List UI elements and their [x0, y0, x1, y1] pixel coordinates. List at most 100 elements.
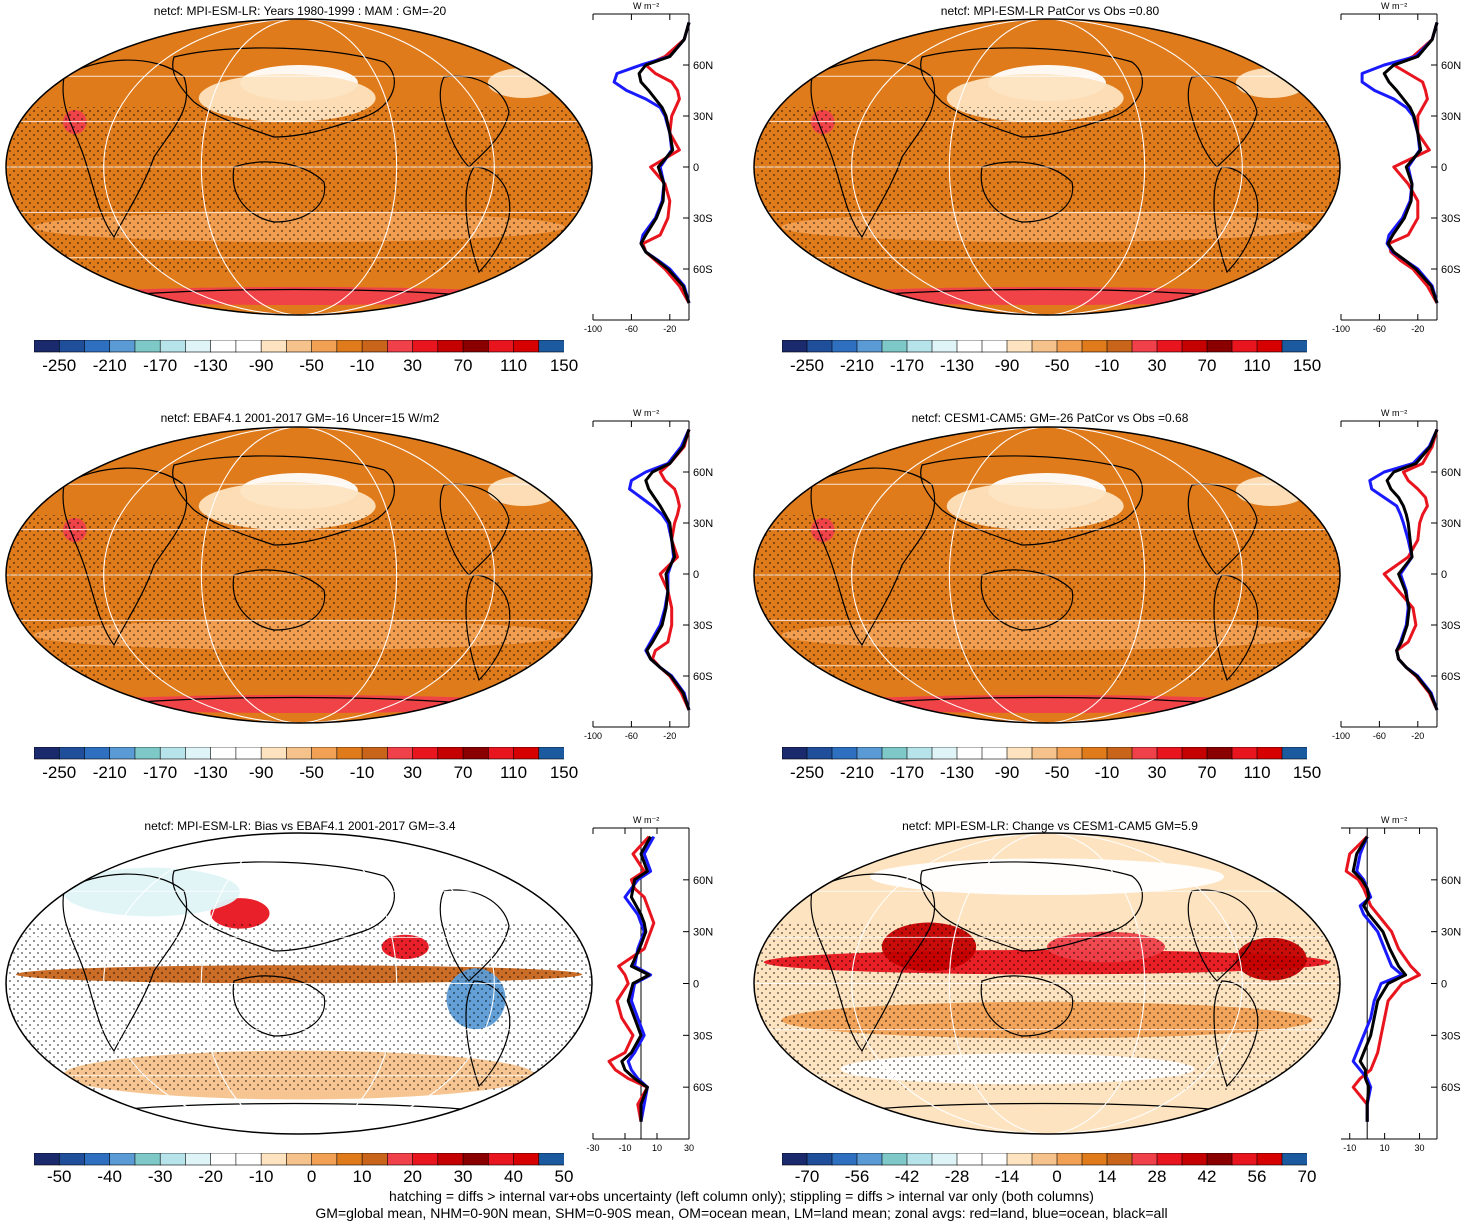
zonal-plot-5: W m⁻² -30 -10 10 30 60N 30N 0 30S 60S [586, 815, 713, 1153]
colorbar-label: 56 [1247, 1167, 1267, 1186]
colorbar-swatch [856, 340, 883, 353]
longitude-line [200, 427, 398, 723]
colorbar-swatch [1181, 747, 1208, 760]
zonal-series-land [607, 835, 656, 1122]
colorbar-swatch [361, 340, 389, 353]
colorbar-label: 0 [1052, 1167, 1062, 1186]
longitude-line [851, 833, 1243, 1134]
zonal-lat-label: 60N [1441, 875, 1461, 887]
zonal-lat-label: 60S [1441, 1082, 1461, 1094]
colorbar-label: 150 [1292, 763, 1322, 782]
colorbar-swatch [906, 1153, 933, 1166]
colorbar-label: 110 [1243, 763, 1271, 782]
longitude-line [103, 427, 495, 723]
colorbar-swatch [159, 1153, 187, 1166]
continent-outline [439, 889, 510, 982]
graticule [754, 19, 1340, 315]
zonal-plot-3: W m⁻² -100 -60 -20 60N 30N 0 30S 60S [584, 408, 713, 741]
colorbar-swatch [311, 1153, 338, 1166]
zonal-lat-label: 60N [1441, 467, 1461, 479]
colorbar-swatch [387, 340, 414, 353]
zonal-series-all [1385, 428, 1439, 711]
colorbar-label: 14 [1097, 1167, 1117, 1186]
stippling [754, 107, 1340, 272]
colorbar-label: -10 [248, 1167, 274, 1186]
colorbar-swatch [159, 340, 187, 353]
colorbar-label: -210 [92, 356, 127, 375]
colorbar-swatch [260, 1153, 288, 1166]
colorbar-label: -130 [939, 356, 975, 375]
colorbar-label: -210 [92, 763, 127, 782]
continent-outline [232, 161, 326, 223]
continent-outline [232, 975, 326, 1037]
colorbar-swatch [806, 1153, 833, 1166]
zonal-lat-label: 0 [1441, 979, 1447, 991]
map-title: netcf: EBAF4.1 2001-2017 GM=-16 Uncer=15… [160, 411, 440, 425]
colorbar-5 [34, 1153, 564, 1166]
zonal-unit: W m⁻² [1381, 815, 1407, 825]
colorbar-label: -170 [889, 763, 925, 782]
zonal-series-all [644, 429, 691, 711]
red-patch [210, 898, 270, 929]
continent-outline [810, 873, 936, 1053]
colorbar-label: 150 [549, 356, 579, 375]
zonal-series-land [1387, 22, 1439, 304]
zonal-lat-label: 60S [693, 264, 713, 276]
footer-note-2: GM=global mean, NHM=0-90N mean, SHM=0-90… [315, 1205, 1168, 1221]
zonal-x-tick-label: -20 [1411, 324, 1424, 334]
continent-outline [1187, 75, 1258, 168]
colorbar-swatch [831, 340, 858, 353]
colorbar-swatch [185, 1153, 212, 1166]
colorbar-label: -90 [248, 763, 274, 782]
colorbar-labels-2: -250 -210 -170 -130 -90 -50 -10 30 70 110 150 [782, 356, 1321, 378]
map-panel-4 [753, 426, 1341, 724]
colorbar-swatch [109, 747, 136, 760]
zonal-lat-label: 30N [1441, 927, 1461, 939]
continent-outline [810, 467, 936, 647]
zonal-x-tick-label: -20 [663, 731, 676, 741]
colorbar-swatch [1031, 1153, 1058, 1166]
colorbar-label: -14 [994, 1167, 1020, 1186]
colorbar-label: -130 [939, 763, 975, 782]
zonal-plot-6: W m⁻² -10 10 30 60N 30N 0 30S 60S [1341, 815, 1461, 1153]
graticule [754, 427, 1340, 723]
colorbar-label: -130 [193, 356, 228, 375]
continent-outline [172, 861, 395, 952]
zonal-x-tick-label: -100 [584, 324, 602, 334]
colorbar-swatch [286, 747, 313, 760]
stippling [754, 515, 1340, 680]
graticule [6, 427, 592, 723]
colorbar-swatch [84, 747, 111, 760]
zonal-plot-4: W m⁻² -100 -60 -20 60N 30N 0 30S 60S [1332, 408, 1461, 741]
zonal-series-all [620, 835, 652, 1122]
colorbar-label: -50 [46, 1167, 72, 1186]
continent-outline [1213, 166, 1259, 274]
zonal-lat-label: 0 [693, 162, 699, 174]
zonal-lat-label: 30N [693, 927, 713, 939]
colorbar-label: 30 [453, 1167, 473, 1186]
zonal-plot-1: W m⁻² -100 -60 -20 60N 30N 0 30S 60S [584, 1, 713, 334]
colorbar-swatch [361, 1153, 389, 1166]
colorbar-swatch [286, 340, 313, 353]
colorbar-label: -70 [794, 1167, 820, 1186]
colorbar-label: -42 [894, 1167, 920, 1186]
map-panel-2 [753, 18, 1341, 316]
colorbar-swatch [336, 747, 363, 760]
colorbar-swatch [856, 1153, 883, 1166]
colorbar-3 [34, 747, 564, 760]
colorbar-swatch [806, 747, 833, 760]
continent-outline [465, 980, 511, 1088]
colorbar-swatch [1081, 340, 1108, 353]
zonal-lat-label: 60N [693, 875, 713, 887]
continent-outline [1213, 980, 1259, 1088]
light-blue-region [63, 867, 240, 917]
map-title: netcf: MPI-ESM-LR: Change vs CESM1-CAM5 … [902, 819, 1198, 833]
colorbar-swatch [782, 747, 808, 760]
colorbar-swatch [437, 340, 464, 353]
map-border [753, 18, 1341, 316]
zonal-plot-2: W m⁻² -100 -60 -20 60N 30N 0 30S 60S [1332, 1, 1461, 334]
colorbar-label: -210 [839, 763, 875, 782]
colorbar-label: -50 [299, 356, 324, 375]
colorbar-label: -90 [994, 763, 1020, 782]
colorbar-swatch [956, 747, 983, 760]
